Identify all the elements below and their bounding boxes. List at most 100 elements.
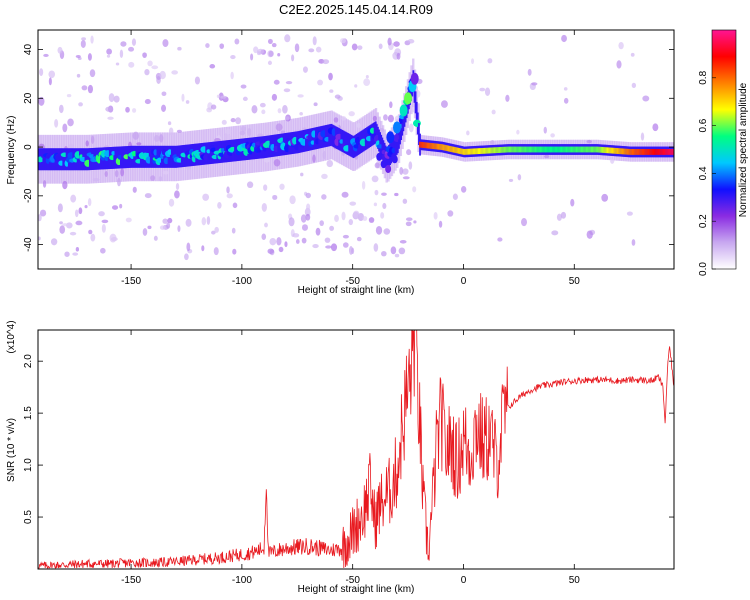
spectrogram-speckle [219,43,225,49]
spectrogram-core [640,149,643,155]
spectrogram-speckle [543,154,550,159]
spectrogram-cell [276,134,278,157]
spectrogram-core [585,146,588,153]
spectrogram-speckle [563,87,568,91]
spectrogram-core [626,148,629,155]
spectrogram-core [661,149,664,155]
spectrogram-cell [60,148,62,171]
spectrogram-speckle [67,118,74,127]
spectrogram-speckle [341,116,347,121]
spectrogram-cell [414,91,417,114]
spectrogram-speckle [88,229,93,235]
spectrogram-speckle [214,226,219,233]
spectrogram-core [657,149,660,155]
spectrogram-core [534,146,537,153]
spectrogram-cell [76,148,79,171]
spectrogram-branch [391,155,398,164]
spectrogram-blob [339,139,344,144]
spectrogram-core [621,148,624,155]
spectrogram-core [614,147,616,154]
spectrogram-core [575,146,578,153]
spectrogram-core [481,148,483,154]
spectrogram-speckle [322,150,326,160]
spectrogram-speckle [356,236,362,242]
spectrogram-x-label: Height of straight line (km) [298,285,415,296]
spectrogram-speckle [361,180,366,190]
spectrogram-speckle [210,104,217,110]
spectrogram-core [471,148,473,155]
spectrogram-core [421,141,424,148]
spectrogram-speckle [273,79,280,85]
spectrogram-speckle [75,54,81,59]
spectrogram-speckle [329,225,335,231]
spectrogram-speckle [159,225,166,230]
spectrogram-speckle [354,84,358,88]
spectrogram-core [510,146,512,153]
spectrogram-cell [61,148,64,171]
x-tick-label: 50 [569,575,581,586]
spectrogram-cell [165,145,168,168]
spectrogram-cell [204,142,206,165]
spectrogram-speckle [277,52,281,57]
spectrogram-speckle [288,217,295,227]
spectrogram-core [517,146,520,153]
spectrogram-core [670,149,673,155]
spectrogram-speckle [341,191,349,198]
spectrogram-speckle [556,213,562,221]
spectrogram-core [456,147,459,154]
spectrogram-core [542,146,544,153]
spectrogram-core [506,146,509,153]
spectrogram-cell [400,118,403,140]
spectrogram-speckle [38,96,45,106]
spectrogram-speckle [111,205,119,210]
spectrogram-cell [127,146,130,168]
spectrogram-speckle [351,43,358,51]
spectrogram-speckle [125,106,130,113]
spectrogram-core [495,147,498,154]
spectrogram-speckle [251,105,258,114]
spectrogram-cell [329,124,332,147]
spectrogram-speckle [490,140,495,146]
spectrogram-core [432,143,435,150]
spectrogram-speckle [106,54,111,58]
spectrogram-core [618,148,621,155]
colorbar-gradient [712,30,736,269]
spectrogram-speckle [261,202,267,212]
spectrogram-speckle [39,209,47,217]
spectrogram-speckle [630,52,635,57]
spectrogram-branch [410,72,419,85]
spectrogram-speckle [87,198,92,207]
spectrogram-speckle [563,97,569,104]
spectrogram-speckle [381,250,387,257]
spectrogram-speckle [100,247,106,254]
spectrogram-speckle [168,198,175,207]
spectrogram-speckle [230,71,234,80]
spectrogram-speckle [322,59,330,65]
spectrogram-speckle [340,38,347,44]
spectrogram-speckle [211,230,216,235]
spectrogram-speckle [294,43,300,53]
spectrogram-speckle [570,198,575,207]
spectrogram-core [443,144,446,151]
spectrogram-speckle [471,58,475,65]
spectrogram-core [541,146,543,153]
spectrogram-speckle [206,107,213,113]
spectrogram-core [647,149,650,155]
spectrogram-speckle [78,102,83,107]
spectrogram-speckle [250,53,254,61]
spectrogram-cell [164,145,167,168]
spectrogram-speckle [516,129,520,135]
spectrogram-speckle [300,172,304,177]
spectrogram-cell [307,129,309,151]
spectrogram-speckle [59,104,64,114]
spectrogram-core [564,146,567,153]
spectrogram-speckle [409,107,417,113]
spectrogram-cell [122,146,124,169]
spectrogram-core [420,141,423,148]
colorbar-label: Normalized spectral amplitude [738,82,749,217]
spectrogram-core [629,149,632,155]
spectrogram-cell [285,132,287,155]
spectrogram-speckle [586,139,592,144]
spectrogram-cell [286,132,288,155]
